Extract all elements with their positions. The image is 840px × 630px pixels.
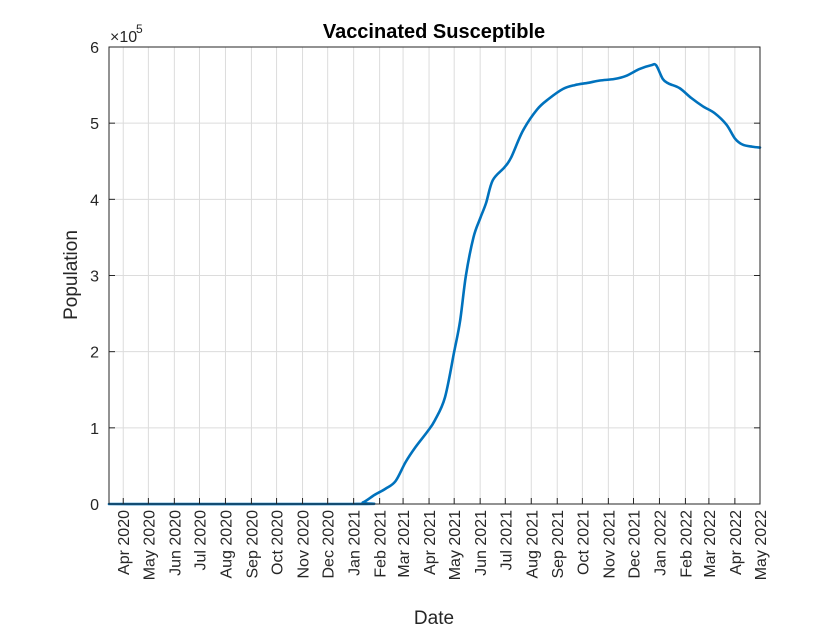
x-tick-label: Jun 2021 — [473, 510, 490, 576]
x-tick-label: Jul 2021 — [498, 510, 515, 571]
x-tick-label: Oct 2021 — [575, 510, 592, 575]
series-line — [107, 62, 762, 506]
x-tick-label: Sep 2021 — [550, 510, 567, 579]
y-axis-label: Population — [61, 230, 82, 320]
x-tick-label: Apr 2022 — [728, 510, 745, 575]
x-tick-label: Dec 2020 — [321, 510, 338, 579]
x-tick-label: Jun 2020 — [167, 510, 184, 576]
y-tick-label: 0 — [90, 497, 99, 514]
x-tick-label: Dec 2021 — [626, 510, 643, 579]
chart-title: Vaccinated Susceptible — [323, 21, 545, 43]
y-tick-label: 3 — [90, 269, 99, 286]
x-tick-label: Oct 2020 — [270, 510, 287, 575]
x-tick-label: May 2021 — [447, 510, 464, 580]
x-tick-label: Sep 2020 — [244, 510, 261, 579]
x-tick-label: Jan 2022 — [652, 510, 669, 576]
y-exponent-power: 5 — [136, 22, 143, 36]
x-tick-label: May 2020 — [141, 510, 158, 580]
x-tick-label: Apr 2021 — [422, 510, 439, 575]
ticks: Apr 2020 May 2020 Jun 2020 Jul 2020 Aug 2020… — [90, 40, 770, 580]
x-tick-label: Mar 2021 — [396, 510, 413, 578]
x-tick-label: Aug 2020 — [218, 510, 235, 579]
y-tick-label: 4 — [90, 192, 99, 209]
x-tick-label: Jul 2020 — [192, 510, 209, 571]
x-axis-label: Date — [414, 608, 454, 629]
x-tick-label: Nov 2020 — [296, 510, 313, 579]
x-tick-label: Feb 2021 — [373, 510, 390, 578]
series-layer — [107, 62, 762, 506]
y-tick-label: 2 — [90, 345, 99, 362]
x-tick-label: Apr 2020 — [116, 510, 133, 575]
x-tick-label: Feb 2022 — [678, 510, 695, 578]
x-tick-label: May 2022 — [753, 510, 770, 580]
y-tick-label: 5 — [90, 116, 99, 133]
x-tick-label: Nov 2021 — [601, 510, 618, 579]
y-exponent-base: ×10 — [110, 29, 137, 46]
x-tick-label: Aug 2021 — [524, 510, 541, 579]
y-tick-label: 6 — [90, 40, 99, 57]
x-tick-label: Jan 2021 — [347, 510, 364, 576]
x-tick-label: Mar 2022 — [702, 510, 719, 578]
y-tick-label: 1 — [90, 421, 99, 438]
